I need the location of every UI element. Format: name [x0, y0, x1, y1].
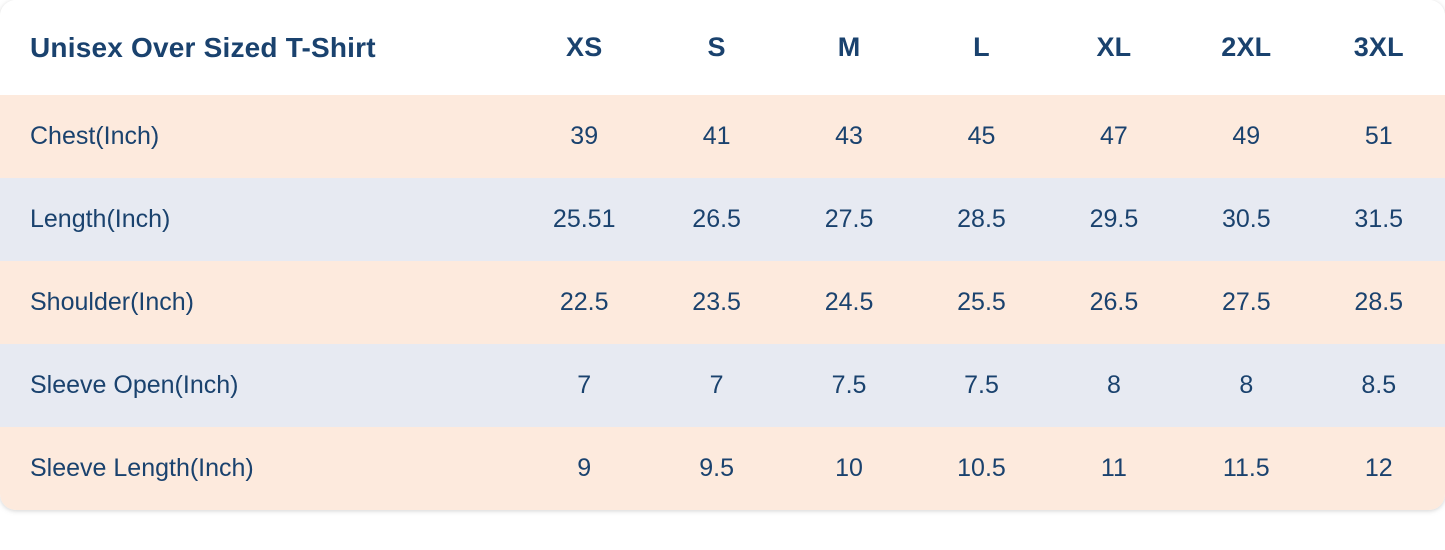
column-header-s: S: [707, 32, 726, 62]
row-label: Chest(Inch): [30, 122, 160, 150]
size-value-cell: 8: [1106, 371, 1121, 399]
column-header-xs: XS: [566, 32, 603, 62]
size-value-cell: 25.5: [957, 288, 1006, 316]
size-value-cell: 28.5: [1354, 288, 1404, 316]
size-value-cell: 49: [1232, 122, 1261, 150]
size-value-cell: 8.5: [1361, 371, 1397, 399]
row-label: Sleeve Length(Inch): [30, 454, 254, 482]
size-value-cell: 7.5: [831, 371, 867, 399]
size-value-cell: 7.5: [964, 371, 999, 399]
size-value-cell: 27.5: [1221, 288, 1271, 316]
size-value-cell: 7: [577, 371, 592, 399]
size-value-cell: 11: [1100, 454, 1127, 482]
size-value-cell: 10.5: [957, 454, 1006, 482]
size-value-cell: 7: [709, 371, 724, 399]
column-header-xl: XL: [1096, 32, 1132, 62]
size-value-cell: 41: [702, 122, 731, 150]
size-value-cell: 8: [1239, 371, 1254, 399]
table-title: Unisex Over Sized T-Shirt: [30, 31, 376, 63]
column-header-2xl: 2XL: [1221, 32, 1272, 62]
table-row-length: Length(Inch) 25.51 26.5 27.5 28.5 29.5 3…: [0, 178, 1445, 261]
size-value-cell: 43: [835, 122, 863, 150]
column-header-l: L: [973, 32, 990, 62]
row-label: Shoulder(Inch): [30, 288, 194, 316]
size-value-cell: 39: [570, 122, 599, 150]
size-value-cell: 26.5: [692, 205, 741, 233]
size-chart-table: Unisex Over Sized T-Shirt XS S M L XL 2X…: [0, 0, 1445, 510]
table-row-sleeve-length: Sleeve Length(Inch) 9 9.5 10 10.5 11 11.…: [0, 427, 1445, 510]
row-label: Length(Inch): [30, 205, 171, 233]
size-value-cell: 12: [1364, 454, 1393, 482]
size-value-cell: 22.5: [559, 288, 609, 316]
size-value-cell: 10: [835, 454, 863, 482]
size-value-cell: 25.51: [552, 205, 616, 233]
row-label: Sleeve Open(Inch): [30, 371, 239, 399]
size-value-cell: 9.5: [699, 454, 735, 482]
table-row-sleeve-open: Sleeve Open(Inch) 7 7 7.5 7.5 8 8 8.5: [0, 344, 1445, 427]
column-header-3xl: 3XL: [1353, 32, 1404, 62]
size-value-cell: 24.5: [824, 288, 874, 316]
size-value-cell: 51: [1364, 122, 1393, 150]
column-header-m: M: [837, 32, 861, 62]
size-value-cell: 11.5: [1222, 454, 1270, 482]
size-value-cell: 9: [577, 454, 592, 482]
size-value-cell: 23.5: [692, 288, 741, 316]
size-value-cell: 45: [967, 122, 996, 150]
size-value-cell: 28.5: [957, 205, 1006, 233]
table-row-shoulder: Shoulder(Inch) 22.5 23.5 24.5 25.5 26.5 …: [0, 261, 1445, 344]
size-value-cell: 27.5: [824, 205, 874, 233]
header-row: Unisex Over Sized T-Shirt XS S M L XL 2X…: [0, 0, 1445, 95]
size-chart-card: Unisex Over Sized T-Shirt XS S M L XL 2X…: [0, 0, 1445, 510]
size-value-cell: 26.5: [1089, 288, 1139, 316]
size-value-cell: 30.5: [1221, 205, 1271, 233]
size-value-cell: 29.5: [1089, 205, 1139, 233]
table-row-chest: Chest(Inch) 39 41 43 45 47 49 51: [0, 95, 1445, 178]
size-value-cell: 47: [1099, 122, 1128, 150]
size-value-cell: 31.5: [1354, 205, 1404, 233]
